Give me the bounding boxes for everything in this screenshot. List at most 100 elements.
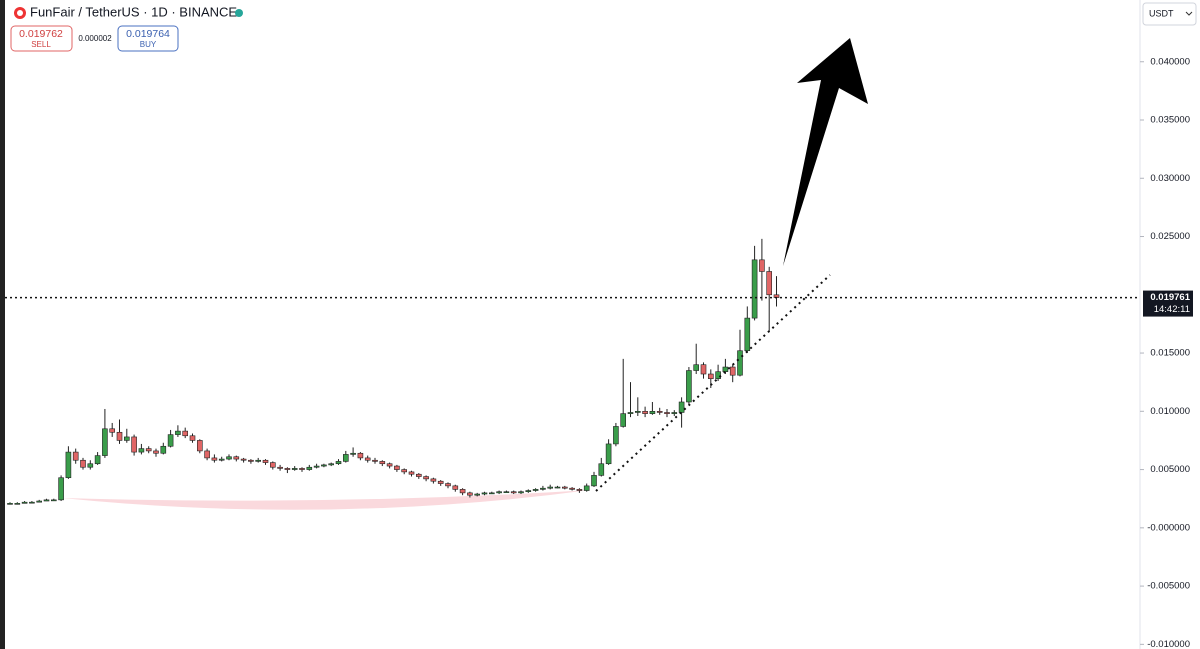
dropdown-chevron[interactable] [1185,11,1193,16]
candle-body [58,477,64,501]
candle-body [671,412,678,414]
candle-body [613,426,619,445]
candle-body [452,485,459,490]
sell-box[interactable] [10,25,73,52]
candle-body [233,456,240,460]
candle-body [299,468,305,470]
symbol-title: FunFair / TetherUS · 1D · BINANCE [30,4,237,19]
candle-body [540,487,546,490]
currency-box[interactable] [1142,2,1197,26]
candle-body [700,364,707,375]
candle-body [277,466,283,469]
buy-label[interactable]: BUY [140,40,157,49]
y-tick-label: -0.000000 [1147,522,1190,533]
candle-body [102,428,108,456]
candle-body [306,466,313,470]
y-tick-label: -0.005000 [1147,581,1190,592]
sell-price[interactable]: 0.019762 [19,28,63,40]
candle-body [109,428,115,433]
candle-body [686,370,692,403]
y-tick-label: 0.040000 [1150,56,1190,67]
candle-body [634,411,641,413]
candle-body [160,445,167,454]
candle-body [415,473,422,477]
y-tick-label: 0.025000 [1150,231,1190,242]
candle-body [124,436,130,441]
candle-body [218,458,225,461]
candle-body [664,412,670,414]
last-price-box [1143,290,1193,317]
candle-body [80,459,86,468]
arrow-drawing [783,38,868,266]
candle-body [423,476,429,480]
candle-body [291,468,298,470]
candle-body [386,463,393,467]
candle-body [561,486,568,489]
candle-body [569,487,575,490]
candle-body [737,350,743,376]
candle-body [576,489,583,491]
candle-body [262,459,269,463]
candle-body [14,503,21,505]
candle-body [693,364,700,371]
sell-button[interactable]: 0.019762 SELL [10,25,73,52]
y-tick-label: -0.010000 [1147,639,1190,649]
currency-label[interactable]: USDT [1149,8,1174,18]
candle-body [437,480,444,484]
candle-body [50,499,57,502]
candle-body [72,451,79,461]
candle-body [503,491,510,494]
candle-body [36,500,43,503]
candle-body [189,435,196,441]
candle-body [583,485,590,491]
candle-body [175,430,181,435]
last-price-label: 0.019761 [1150,292,1190,303]
candle-body [488,492,495,495]
candle-body [605,443,612,465]
candle-body [554,486,561,489]
candle-body [94,455,101,465]
candle-body [729,366,736,376]
candle-body [532,489,539,491]
candle-body [678,401,685,413]
countdown-label: 14:42:11 [1154,304,1190,315]
currency-select[interactable]: USDT [1142,2,1197,26]
candle-body [167,434,174,447]
candle-body [656,411,663,413]
candle-body [269,462,276,468]
candle-body [459,489,466,494]
y-tick-label: 0.010000 [1150,406,1190,417]
candle-body [357,452,364,459]
plot [7,238,780,505]
candle-body [153,450,159,454]
candle-body [598,463,605,476]
candle-body [445,483,451,487]
candle-body [372,459,378,462]
candle-body [328,463,335,466]
candle-body [284,468,291,470]
candle-body [547,486,554,489]
candle-body [211,457,218,461]
shade-drawing [62,490,590,510]
buy-box[interactable] [117,25,179,52]
candle-body [379,461,386,465]
spread: 0.000002 [78,34,112,43]
candle-body [591,475,597,487]
buy-price[interactable]: 0.019764 [126,28,170,40]
candle-body [131,436,137,453]
candle-body [248,459,254,462]
candle-body [87,463,94,468]
candle-body [21,501,28,504]
candle-body [722,366,729,372]
sell-label[interactable]: SELL [31,40,51,49]
candle-body [510,491,517,494]
candle-body [145,448,152,452]
candle-body [394,465,400,470]
candle-body [467,492,473,496]
candle-body [408,471,415,475]
buy-button[interactable]: 0.019764 BUY [117,25,179,52]
candle-body [313,465,320,468]
candle-body [627,412,634,414]
symbol-icon-inner [17,10,23,16]
candle-body [43,499,50,502]
